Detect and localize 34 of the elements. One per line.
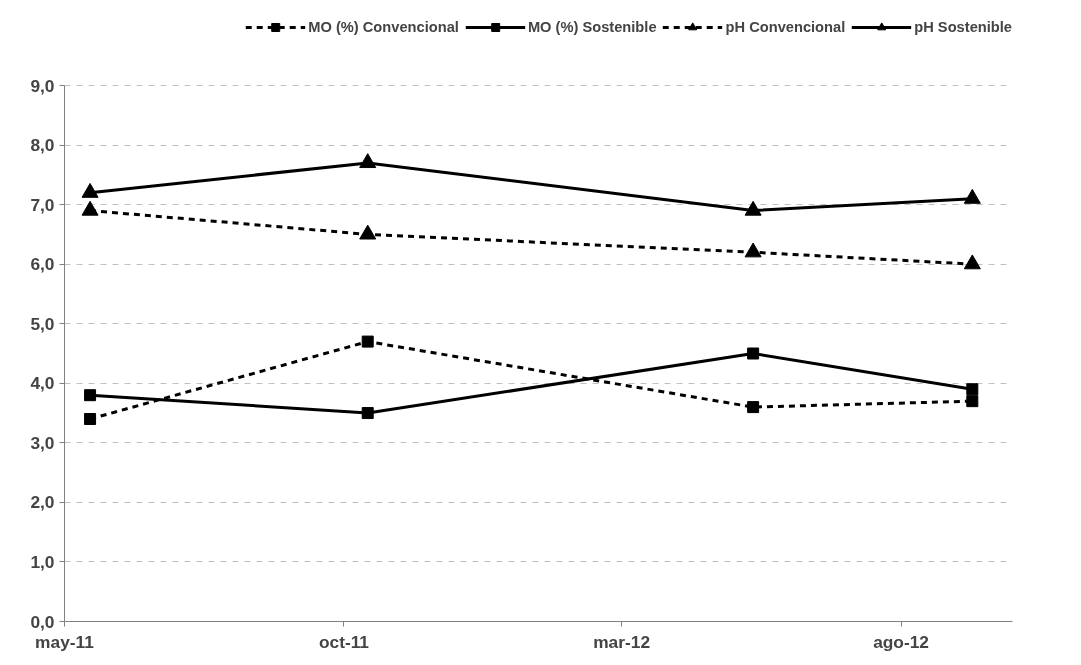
y-tick-label: 2,0 [30, 492, 55, 513]
y-tick-label: 7,0 [30, 194, 55, 215]
y-tick-label: 4,0 [30, 373, 55, 394]
y-tick-label: 6,0 [30, 254, 55, 275]
point [361, 335, 374, 348]
point [966, 395, 979, 408]
point [81, 182, 99, 198]
legend-label: MO (%) Convencional [308, 19, 459, 35]
x-tick-label: oct-11 [318, 631, 370, 652]
x-tick-label: mar-12 [593, 631, 651, 652]
y-tick-label: 8,0 [30, 135, 55, 156]
legend-label: pH Sostenible [914, 19, 1012, 35]
y-tick-label: 3,0 [30, 432, 55, 453]
point [966, 383, 979, 396]
y-tick-label: 0,0 [30, 611, 55, 632]
point [744, 200, 762, 216]
point [81, 200, 99, 216]
point [359, 224, 377, 240]
legend-label: pH Convencional [725, 19, 846, 35]
y-tick-label: 1,0 [30, 551, 55, 572]
y-tick-label: 5,0 [30, 313, 55, 334]
x-tick-label: may-11 [35, 631, 95, 652]
point [747, 401, 760, 414]
point [359, 153, 377, 169]
point [747, 347, 760, 360]
point [84, 413, 97, 426]
point [963, 254, 981, 270]
y-tick-label: 9,0 [30, 75, 55, 96]
point [361, 407, 374, 420]
legend-label: MO (%) Sostenible [527, 19, 657, 35]
point [744, 242, 762, 258]
x-tick-label: ago-12 [873, 631, 930, 652]
point [84, 389, 97, 402]
point [963, 188, 981, 204]
